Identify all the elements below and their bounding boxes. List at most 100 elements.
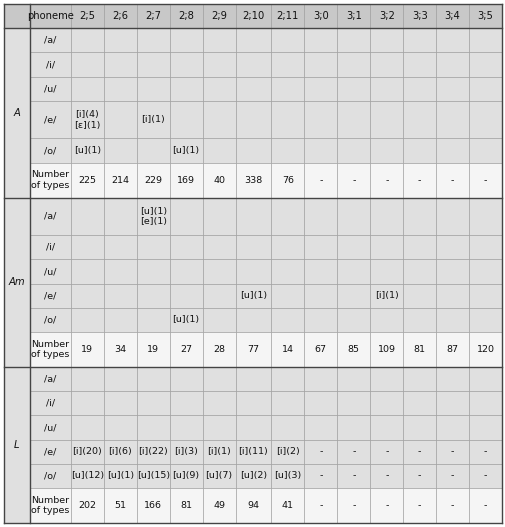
Text: 3;3: 3;3 [411, 11, 427, 21]
Bar [30, 464, 71, 488]
Bar [468, 415, 501, 440]
Text: [i](20): [i](20) [72, 447, 102, 456]
Text: 338: 338 [244, 175, 262, 184]
Bar [104, 440, 136, 464]
Text: -: - [351, 447, 355, 456]
Bar [169, 198, 202, 235]
Text: [i](11): [i](11) [238, 447, 268, 456]
Bar [337, 464, 370, 488]
Bar [104, 28, 136, 52]
Bar [136, 235, 169, 259]
Bar [235, 259, 271, 284]
Bar [30, 332, 71, 367]
Text: 81: 81 [413, 345, 425, 354]
Bar [468, 4, 501, 28]
Bar [370, 488, 402, 523]
Text: /a/: /a/ [44, 212, 57, 221]
Text: [i](6): [i](6) [108, 447, 132, 456]
Text: -: - [483, 175, 486, 184]
Bar [136, 76, 169, 101]
Text: /o/: /o/ [44, 316, 57, 325]
Text: 28: 28 [213, 345, 225, 354]
Text: 27: 27 [180, 345, 192, 354]
Bar [304, 52, 337, 76]
Bar [169, 259, 202, 284]
Bar [71, 464, 104, 488]
Bar [169, 488, 202, 523]
Bar [104, 259, 136, 284]
Bar [271, 391, 304, 415]
Text: 2;11: 2;11 [276, 11, 298, 21]
Bar [202, 464, 235, 488]
Text: 94: 94 [247, 501, 259, 510]
Bar [337, 308, 370, 332]
Bar [304, 4, 337, 28]
Bar [435, 284, 468, 308]
Text: [u](7): [u](7) [205, 472, 232, 481]
Text: -: - [384, 472, 388, 481]
Bar [304, 488, 337, 523]
Text: -: - [319, 472, 322, 481]
Bar [370, 367, 402, 391]
Bar [337, 440, 370, 464]
Bar [169, 440, 202, 464]
Bar [104, 101, 136, 139]
Text: 214: 214 [111, 175, 129, 184]
Bar [304, 259, 337, 284]
Bar [435, 308, 468, 332]
Bar [202, 440, 235, 464]
Bar [104, 198, 136, 235]
Bar [235, 308, 271, 332]
Text: 2;9: 2;9 [211, 11, 227, 21]
Bar [402, 28, 435, 52]
Bar [337, 284, 370, 308]
Bar [435, 4, 468, 28]
Text: -: - [483, 447, 486, 456]
Bar [370, 163, 402, 198]
Text: 202: 202 [78, 501, 96, 510]
Bar [71, 101, 104, 139]
Bar [136, 101, 169, 139]
Text: /u/: /u/ [44, 423, 57, 432]
Bar [402, 308, 435, 332]
Bar [337, 415, 370, 440]
Bar [136, 52, 169, 76]
Bar [402, 284, 435, 308]
Text: [u](1): [u](1) [172, 316, 199, 325]
Bar [71, 28, 104, 52]
Bar [402, 76, 435, 101]
Text: [u](15): [u](15) [136, 472, 169, 481]
Bar [30, 163, 71, 198]
Text: 109: 109 [377, 345, 395, 354]
Bar [169, 464, 202, 488]
Bar [235, 367, 271, 391]
Bar [169, 235, 202, 259]
Text: /u/: /u/ [44, 84, 57, 93]
Bar [337, 332, 370, 367]
Bar [71, 139, 104, 163]
Text: /i/: /i/ [46, 60, 55, 69]
Text: [i](2): [i](2) [276, 447, 299, 456]
Bar [271, 284, 304, 308]
Bar [30, 52, 71, 76]
Bar [71, 332, 104, 367]
Text: 41: 41 [281, 501, 293, 510]
Text: [i](3): [i](3) [174, 447, 197, 456]
Text: 3;0: 3;0 [313, 11, 328, 21]
Text: -: - [351, 501, 355, 510]
Text: Number
of types: Number of types [31, 170, 70, 190]
Bar [468, 332, 501, 367]
Bar [435, 101, 468, 139]
Bar [435, 391, 468, 415]
Bar [435, 163, 468, 198]
Bar [370, 308, 402, 332]
Bar [370, 415, 402, 440]
Bar [30, 415, 71, 440]
Bar [271, 76, 304, 101]
Bar [304, 391, 337, 415]
Bar [30, 308, 71, 332]
Bar [235, 52, 271, 76]
Bar [468, 440, 501, 464]
Bar [136, 4, 169, 28]
Bar [30, 198, 71, 235]
